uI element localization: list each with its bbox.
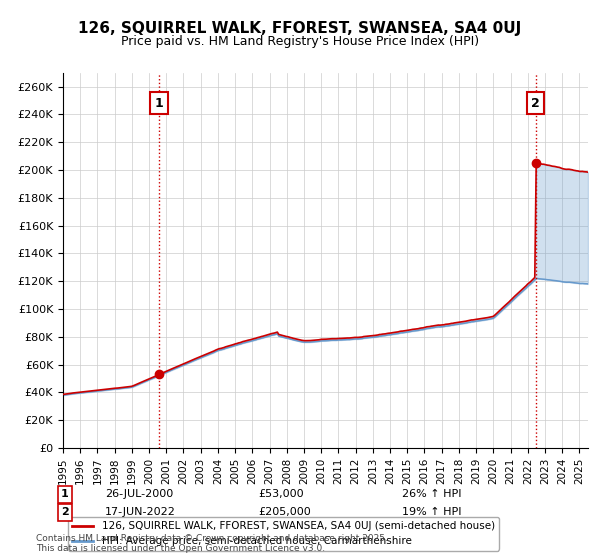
Text: 126, SQUIRREL WALK, FFOREST, SWANSEA, SA4 0UJ: 126, SQUIRREL WALK, FFOREST, SWANSEA, SA… (79, 21, 521, 36)
Text: 1: 1 (155, 97, 163, 110)
Text: Contains HM Land Registry data © Crown copyright and database right 2025.
This d: Contains HM Land Registry data © Crown c… (36, 534, 388, 553)
Text: 2: 2 (61, 507, 68, 517)
Text: 17-JUN-2022: 17-JUN-2022 (105, 507, 176, 517)
Text: 2: 2 (531, 97, 540, 110)
Legend: 126, SQUIRREL WALK, FFOREST, SWANSEA, SA4 0UJ (semi-detached house), HPI: Averag: 126, SQUIRREL WALK, FFOREST, SWANSEA, SA… (68, 517, 499, 550)
Text: 26% ↑ HPI: 26% ↑ HPI (402, 489, 461, 500)
Text: 19% ↑ HPI: 19% ↑ HPI (402, 507, 461, 517)
Text: 26-JUL-2000: 26-JUL-2000 (105, 489, 173, 500)
Text: £53,000: £53,000 (258, 489, 304, 500)
Text: Price paid vs. HM Land Registry's House Price Index (HPI): Price paid vs. HM Land Registry's House … (121, 35, 479, 48)
Text: 1: 1 (61, 489, 68, 500)
Text: £205,000: £205,000 (258, 507, 311, 517)
